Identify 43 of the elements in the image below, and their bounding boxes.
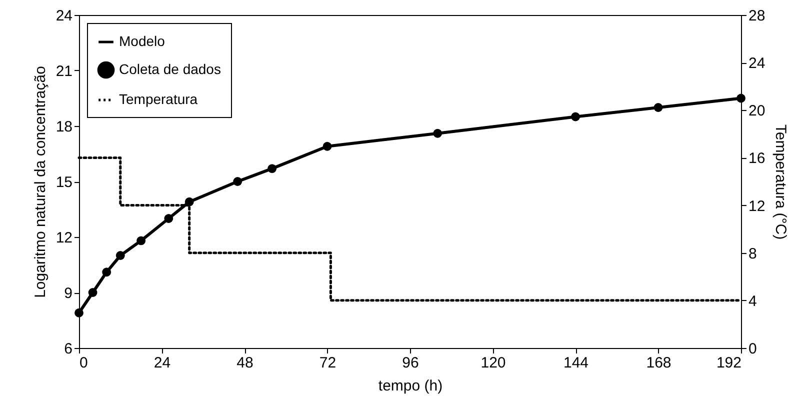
y2-tick-label: 4: [748, 292, 757, 310]
y-tick-label: 24: [56, 8, 72, 24]
y-tick-label: 6: [64, 340, 72, 358]
y2-axis-title: Temperatura (°C): [772, 124, 790, 240]
x-tick-label: 120: [480, 354, 506, 372]
point: [433, 128, 442, 138]
point: [164, 214, 174, 223]
legend-label: Coleta de dados: [119, 61, 221, 77]
x-tick-label: 96: [402, 354, 419, 372]
x-tick-label: 144: [563, 354, 589, 372]
y2-tick-label: 20: [748, 102, 766, 120]
legend-label: Modelo: [119, 33, 166, 49]
x-axis-title: tempo (h): [378, 378, 443, 394]
point: [654, 103, 663, 112]
point: [268, 164, 277, 174]
x-tick-label: 0: [80, 354, 88, 372]
y-tick-label: 9: [64, 285, 72, 302]
y2-tick-label: 28: [748, 8, 766, 24]
point: [233, 177, 242, 186]
point: [736, 94, 746, 103]
y-tick-label: 21: [56, 63, 72, 80]
point: [74, 308, 84, 318]
y-axis-title: Logaritmo natural da concentração: [32, 66, 49, 298]
x-tick-label: 72: [319, 354, 336, 372]
y2-tick-label: 24: [748, 55, 766, 72]
legend-label: Temperatura: [119, 91, 198, 107]
point: [88, 288, 98, 297]
point: [322, 142, 332, 151]
point: [116, 251, 125, 260]
x-tick-label: 24: [154, 354, 171, 372]
y2-tick-label: 8: [748, 245, 757, 262]
y-tick-label: 15: [56, 174, 72, 191]
y2-tick-label: 12: [748, 198, 766, 215]
point: [102, 268, 112, 277]
x-tick-label: 192: [716, 354, 742, 372]
y2-tick-label: 0: [748, 340, 757, 358]
point: [136, 236, 146, 246]
y-tick-label: 18: [56, 118, 72, 136]
x-tick-label: 168: [646, 354, 672, 372]
y-tick-label: 12: [56, 230, 72, 246]
y2-tick-label: 16: [748, 150, 766, 168]
point: [571, 112, 580, 122]
x-tick-label: 48: [236, 354, 254, 372]
